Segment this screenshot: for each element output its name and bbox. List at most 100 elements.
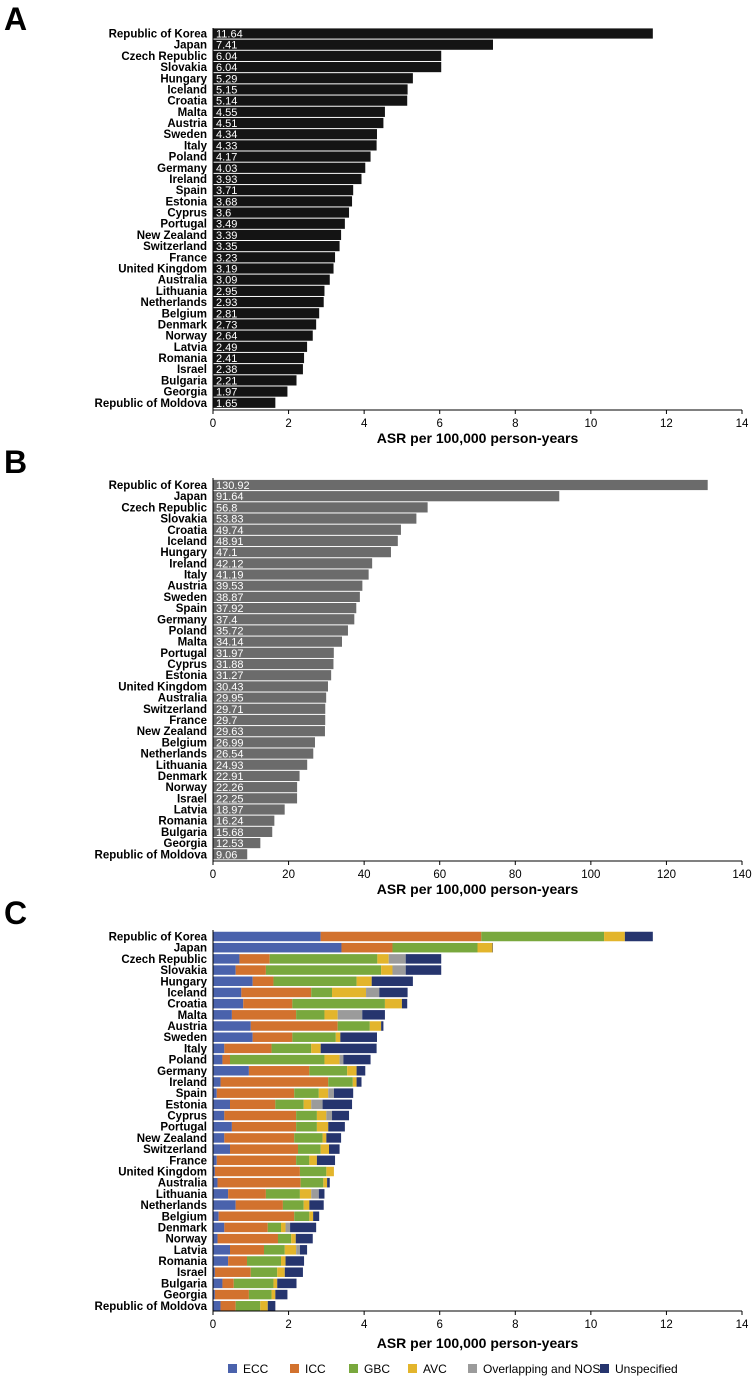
country-label: Slovakia bbox=[160, 965, 207, 977]
bar bbox=[213, 524, 401, 535]
bar-segment-icc bbox=[341, 942, 393, 953]
bar-segment-avc bbox=[377, 954, 389, 964]
bar bbox=[213, 614, 355, 625]
bar bbox=[213, 319, 317, 330]
country-label: Japan bbox=[174, 40, 207, 52]
country-label: Lithuania bbox=[156, 286, 208, 298]
bar-segment-unspecified bbox=[275, 1289, 288, 1300]
bar bbox=[213, 285, 325, 296]
country-label: Lithuania bbox=[156, 760, 208, 772]
country-label: Republic of Moldova bbox=[95, 398, 208, 410]
country-label: France bbox=[169, 252, 207, 264]
country-label: Georgia bbox=[164, 1290, 208, 1302]
value-label: 26.54 bbox=[216, 749, 244, 761]
value-label: 2.73 bbox=[216, 319, 237, 331]
bar-segment-unspecified bbox=[267, 1301, 276, 1311]
legend-label: GBC bbox=[364, 1362, 390, 1376]
country-label: Austria bbox=[167, 118, 207, 130]
bar-segment-icc bbox=[216, 1155, 297, 1166]
value-label: 11.64 bbox=[216, 29, 243, 41]
bar-segment-icc bbox=[231, 1121, 297, 1132]
bar-segment-unspecified bbox=[285, 1256, 305, 1266]
legend-label: AVC bbox=[423, 1362, 447, 1376]
country-label: Netherlands bbox=[141, 1200, 207, 1212]
x-axis-title: ASR per 100,000 person-years bbox=[377, 881, 579, 897]
bar-segment-avc bbox=[303, 1200, 310, 1210]
x-tick-label: 8 bbox=[512, 418, 518, 430]
legend: ECC ICC GBC AVC Overlapping and NOS Unspecifi… bbox=[228, 1362, 678, 1376]
bar-segment-overlapping-and-nos bbox=[311, 1099, 323, 1110]
country-label: Portugal bbox=[160, 648, 207, 660]
country-label: New Zealand bbox=[137, 230, 207, 242]
country-label: Poland bbox=[169, 625, 207, 637]
bar bbox=[213, 748, 314, 759]
bar-segment-ecc bbox=[213, 1032, 253, 1042]
bar bbox=[213, 569, 369, 580]
bar-segment-icc bbox=[248, 1066, 310, 1076]
panel-letter: C bbox=[4, 895, 27, 931]
bar-segment-avc bbox=[477, 942, 493, 953]
value-label: 5.15 bbox=[216, 84, 237, 96]
bar-segment-icc bbox=[214, 1267, 251, 1277]
bar-segment-unspecified bbox=[277, 1278, 297, 1289]
bar bbox=[213, 308, 320, 319]
bar bbox=[213, 274, 330, 285]
x-tick-label: 8 bbox=[512, 1319, 518, 1331]
country-label: Cyprus bbox=[167, 208, 207, 220]
bar-segment-gbc bbox=[294, 1088, 319, 1098]
bar bbox=[213, 196, 353, 207]
bar-segment-gbc bbox=[300, 1177, 324, 1188]
country-label: Belgium bbox=[162, 737, 207, 749]
bar-segment-gbc bbox=[250, 1267, 278, 1277]
bar-segment-ecc bbox=[213, 942, 342, 953]
value-label: 31.27 bbox=[216, 670, 244, 682]
country-label: Austria bbox=[167, 581, 207, 593]
bar-segment-unspecified bbox=[340, 1032, 377, 1042]
bar bbox=[213, 681, 328, 692]
country-label: Poland bbox=[169, 1055, 207, 1067]
bar bbox=[213, 502, 428, 513]
country-label: France bbox=[169, 1155, 207, 1167]
bar-segment-icc bbox=[230, 1144, 299, 1154]
bar-segment-avc bbox=[347, 1066, 357, 1076]
bar-segment-icc bbox=[224, 1110, 297, 1121]
country-label: United Kingdom bbox=[118, 263, 207, 275]
bar-segment-gbc bbox=[269, 954, 378, 964]
x-tick-label: 120 bbox=[657, 869, 676, 881]
bar bbox=[213, 61, 442, 73]
bar bbox=[213, 479, 708, 491]
value-label: 26.99 bbox=[216, 737, 244, 749]
legend-label: ICC bbox=[305, 1362, 326, 1376]
bar-segment-ecc bbox=[213, 1289, 215, 1300]
country-label: Ireland bbox=[169, 174, 207, 186]
value-label: 2.64 bbox=[216, 331, 237, 343]
value-label: 53.83 bbox=[216, 514, 244, 526]
value-label: 3.09 bbox=[216, 275, 237, 287]
bar-segment-avc bbox=[277, 1267, 285, 1277]
bar-segment-unspecified bbox=[356, 1066, 366, 1076]
bar bbox=[213, 782, 298, 793]
bar-segment-ecc bbox=[213, 1200, 236, 1210]
bar bbox=[213, 837, 261, 849]
country-label: Estonia bbox=[165, 1099, 207, 1111]
bar-segment-avc bbox=[318, 1088, 329, 1098]
country-label: Hungary bbox=[160, 547, 207, 559]
bar-segment-overlapping-and-nos bbox=[366, 987, 380, 998]
bar bbox=[213, 241, 340, 252]
bar bbox=[213, 185, 354, 196]
bar-segment-ecc bbox=[213, 954, 240, 964]
bar-segment-unspecified bbox=[284, 1267, 303, 1277]
country-label: Iceland bbox=[167, 536, 207, 548]
country-label: Cyprus bbox=[167, 1111, 207, 1123]
country-label: Italy bbox=[184, 570, 208, 582]
bar-segment-icc bbox=[224, 1133, 295, 1143]
bar bbox=[213, 714, 326, 726]
value-label: 3.93 bbox=[216, 174, 237, 186]
bar-segment-ecc bbox=[213, 1121, 232, 1132]
bar-segment-avc bbox=[326, 1166, 334, 1177]
bar-segment-avc bbox=[384, 998, 402, 1009]
x-tick-label: 6 bbox=[437, 1319, 443, 1331]
country-label: Latvia bbox=[174, 1245, 208, 1257]
value-label: 4.33 bbox=[216, 140, 237, 152]
bar-segment-gbc bbox=[277, 1233, 292, 1244]
